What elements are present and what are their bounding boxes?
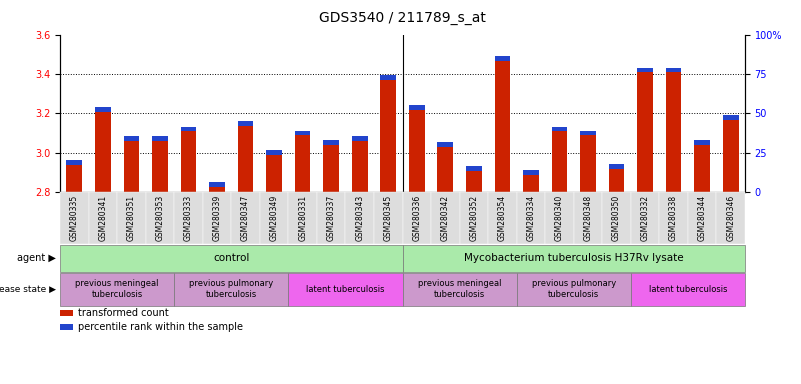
Bar [723,115,739,120]
Bar [409,108,425,192]
Bar [324,140,339,145]
Bar [209,182,225,187]
Bar [152,139,167,192]
Bar [266,150,282,155]
Text: GSM280348: GSM280348 [583,195,593,241]
Text: GSM280343: GSM280343 [355,195,364,241]
Text: GSM280347: GSM280347 [241,195,250,241]
Text: disease state ▶: disease state ▶ [0,285,56,294]
Text: GSM280338: GSM280338 [669,195,678,241]
Bar [123,139,139,192]
Bar [437,142,453,147]
Text: GSM280352: GSM280352 [469,195,478,241]
Bar [523,170,539,175]
Bar [238,123,253,192]
Text: GSM280350: GSM280350 [612,195,621,241]
Bar [409,105,425,110]
Bar [523,172,539,192]
Bar [295,131,311,136]
Text: GSM280354: GSM280354 [498,195,507,241]
Bar [552,127,567,131]
Text: Mycobacterium tuberculosis H37Rv lysate: Mycobacterium tuberculosis H37Rv lysate [464,253,683,263]
Text: GSM280346: GSM280346 [727,195,735,241]
Bar [494,56,510,61]
Bar [609,164,624,169]
Bar [638,70,653,192]
Bar [494,58,510,192]
Text: GDS3540 / 211789_s_at: GDS3540 / 211789_s_at [319,11,486,25]
Bar [181,127,196,131]
Bar [324,143,339,192]
Bar [666,70,682,192]
Text: GSM280332: GSM280332 [641,195,650,241]
Text: latent tuberculosis: latent tuberculosis [649,285,727,294]
Bar [123,136,139,141]
Bar [95,107,111,112]
Bar [694,143,710,192]
Text: GSM280331: GSM280331 [298,195,307,241]
Bar [552,129,567,192]
Bar [466,168,481,192]
Text: transformed count: transformed count [78,308,169,318]
Bar [380,75,396,80]
Text: GSM280335: GSM280335 [70,195,78,241]
Bar [66,162,83,192]
Bar [580,133,596,192]
Bar [352,136,368,141]
Text: previous pulmonary
tuberculosis: previous pulmonary tuberculosis [532,279,616,300]
Bar [95,109,111,192]
Text: percentile rank within the sample: percentile rank within the sample [78,322,244,332]
Text: GSM280340: GSM280340 [555,195,564,241]
Bar [694,140,710,145]
Bar [638,68,653,73]
Bar [580,131,596,136]
Text: GSM280337: GSM280337 [327,195,336,241]
Text: GSM280339: GSM280339 [212,195,222,241]
Text: previous meningeal
tuberculosis: previous meningeal tuberculosis [75,279,159,300]
Bar [352,139,368,192]
Text: GSM280336: GSM280336 [413,195,421,241]
Bar [266,152,282,192]
Text: GSM280334: GSM280334 [526,195,535,241]
Bar [723,117,739,192]
Text: GSM280344: GSM280344 [698,195,706,241]
Bar [152,136,167,141]
Text: agent ▶: agent ▶ [17,253,56,263]
Bar [466,166,481,171]
Bar [295,133,311,192]
Text: GSM280351: GSM280351 [127,195,136,241]
Text: control: control [213,253,249,263]
Text: GSM280341: GSM280341 [99,195,107,241]
Bar [181,129,196,192]
Text: GSM280353: GSM280353 [155,195,164,241]
Text: previous pulmonary
tuberculosis: previous pulmonary tuberculosis [189,279,273,300]
Bar [380,78,396,192]
Bar [437,145,453,192]
Bar [666,68,682,73]
Bar [238,121,253,126]
Text: GSM280333: GSM280333 [184,195,193,241]
Text: GSM280345: GSM280345 [384,195,392,241]
Text: GSM280349: GSM280349 [270,195,279,241]
Text: latent tuberculosis: latent tuberculosis [306,285,384,294]
Text: GSM280342: GSM280342 [441,195,450,241]
Bar [66,160,83,165]
Bar [609,166,624,192]
Bar [209,184,225,192]
Text: previous meningeal
tuberculosis: previous meningeal tuberculosis [418,279,501,300]
